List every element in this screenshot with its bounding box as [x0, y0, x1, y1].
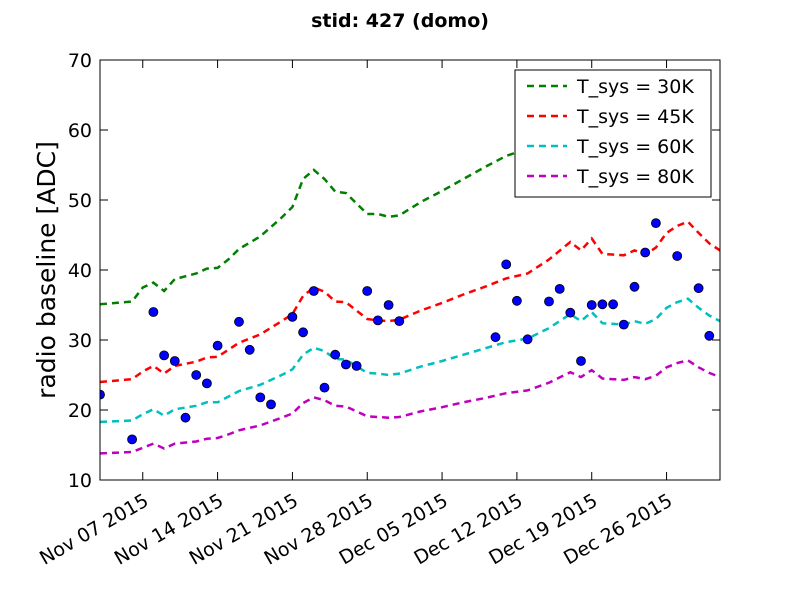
- scatter-point: [672, 251, 683, 261]
- series-layer: [100, 151, 720, 455]
- y-tick-label: 10: [68, 470, 92, 492]
- series-line-3: [100, 297, 720, 424]
- y-tick-label: 30: [68, 330, 92, 352]
- scatter-point: [565, 307, 576, 318]
- scatter-point: [319, 382, 330, 393]
- scatter-point: [255, 392, 266, 403]
- series-line-4: [100, 358, 720, 455]
- scatter-layer: [100, 218, 715, 445]
- y-axis-label: radio baseline [ADC]: [32, 141, 61, 399]
- scatter-point: [330, 349, 341, 360]
- scatter-point: [618, 319, 629, 330]
- scatter-point: [201, 378, 212, 389]
- series-line-2: [100, 220, 720, 384]
- scatter-point: [394, 316, 405, 327]
- scatter-point: [266, 399, 276, 410]
- scatter-point: [308, 286, 319, 296]
- scatter-point: [586, 300, 597, 310]
- y-tick-label: 70: [68, 50, 92, 72]
- scatter-point: [383, 300, 394, 310]
- scatter-point: [608, 299, 618, 310]
- legend-label: T_sys = 80K: [576, 166, 694, 188]
- y-tick-label: 20: [68, 400, 92, 422]
- scatter-point: [554, 283, 565, 294]
- legend-label: T_sys = 45K: [576, 106, 694, 128]
- y-tick-label: 50: [68, 190, 92, 212]
- scatter-point: [287, 311, 298, 322]
- scatter-point: [501, 259, 512, 270]
- legend-label: T_sys = 60K: [576, 136, 694, 158]
- scatter-point: [340, 359, 351, 370]
- plot-frame: [99, 59, 721, 481]
- scatter-point: [512, 295, 522, 306]
- y-tick-label: 40: [68, 260, 92, 282]
- scatter-point: [159, 350, 170, 361]
- scatter-point: [362, 286, 373, 296]
- scatter-point: [169, 356, 180, 366]
- scatter-point: [212, 340, 223, 351]
- scatter-point: [372, 315, 383, 326]
- scatter-point: [544, 296, 554, 307]
- legend-box: [514, 69, 712, 198]
- scatter-point: [693, 283, 704, 294]
- legend: T_sys = 30K T_sys = 45K T_sys = 60K T_sys =…: [514, 69, 712, 198]
- series-line-1: [100, 151, 518, 306]
- scatter-point: [629, 281, 640, 292]
- scatter-point: [651, 218, 661, 229]
- scatter-point: [100, 389, 105, 400]
- scatter-point: [704, 330, 715, 341]
- chart-title: stid: 427 (domo): [311, 10, 489, 32]
- scatter-point: [490, 332, 501, 343]
- scatter-point: [180, 412, 191, 423]
- scatter-point: [298, 327, 309, 338]
- scatter-point: [191, 370, 202, 380]
- scatter-point: [127, 434, 138, 445]
- scatter-point: [640, 247, 651, 258]
- scatter-point: [148, 307, 159, 317]
- y-tick-label: 60: [68, 120, 92, 142]
- legend-label: T_sys = 30K: [576, 76, 694, 98]
- scatter-point: [522, 334, 533, 345]
- scatter-point: [244, 344, 255, 355]
- scatter-point: [576, 356, 586, 366]
- scatter-point: [234, 316, 244, 327]
- scatter-point: [351, 360, 362, 371]
- scatter-point: [597, 299, 608, 310]
